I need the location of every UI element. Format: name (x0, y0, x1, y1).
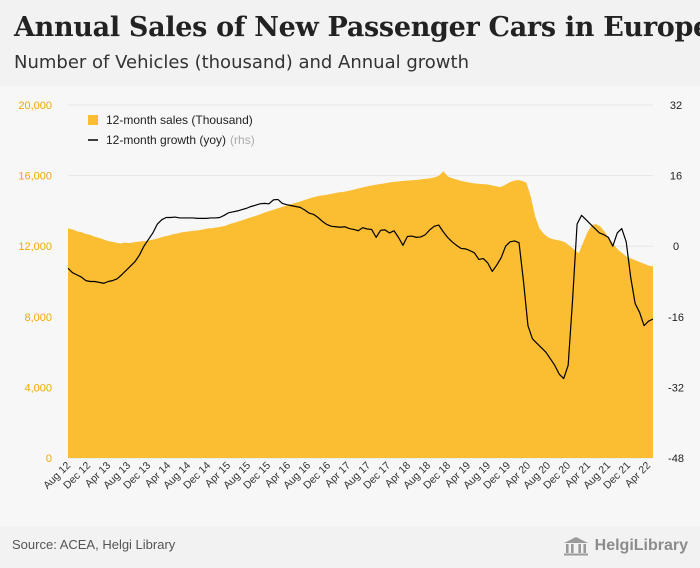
y-right-tick-label: -48 (668, 453, 684, 465)
y-left-tick-label: 12,000 (18, 241, 52, 253)
y-left-tick-label: 20,000 (18, 100, 52, 112)
y-left-tick-label: 0 (46, 453, 52, 465)
area-series-layer (68, 171, 653, 458)
y-right-tick-label: 0 (673, 241, 679, 253)
legend-label-sales: 12-month sales (Thousand) (106, 113, 253, 127)
source-note: Source: ACEA, Helgi Library (12, 537, 176, 552)
brand-name: HelgiLibrary (594, 537, 688, 554)
chart-footer: Source: ACEA, Helgi Library HelgiLibrary (0, 526, 700, 568)
right-axis: -48 -32 -16 0 16 32 (668, 100, 684, 465)
growth-line (67, 198, 654, 380)
y-left-tick-label: 4,000 (24, 382, 52, 394)
chart-subtitle: Number of Vehicles (thousand) and Annual… (14, 52, 469, 73)
legend-label-growth-text: 12-month growth (yoy) (106, 133, 226, 147)
sales-area (68, 171, 653, 458)
legend-label-growth-suffix: (rhs) (230, 133, 255, 147)
y-left-tick-label: 16,000 (18, 171, 52, 183)
chart-title: Annual Sales of New Passenger Cars in Eu… (14, 12, 700, 43)
legend-area-swatch (88, 115, 98, 125)
y-right-tick-label: 16 (670, 171, 682, 183)
left-axis: 0 4,000 8,000 12,000 16,000 20,000 (18, 100, 52, 465)
legend-label-growth: 12-month growth (yoy) (rhs) (106, 133, 255, 147)
chart-svg: 0 4,000 8,000 12,000 16,000 20,000 -48 -32 -16 0… (18, 100, 684, 492)
y-left-tick-label: 8,000 (24, 312, 52, 324)
y-right-tick-label: 32 (670, 100, 682, 112)
legend: 12-month sales (Thousand) 12-month growt… (88, 113, 255, 147)
building-columns-icon (563, 537, 588, 556)
y-right-tick-label: -16 (668, 312, 684, 324)
y-right-tick-label: -32 (668, 382, 684, 394)
chart-header: Annual Sales of New Passenger Cars in Eu… (0, 0, 700, 86)
line-series-layer (67, 198, 654, 380)
brand-logo: HelgiLibrary (563, 534, 688, 558)
